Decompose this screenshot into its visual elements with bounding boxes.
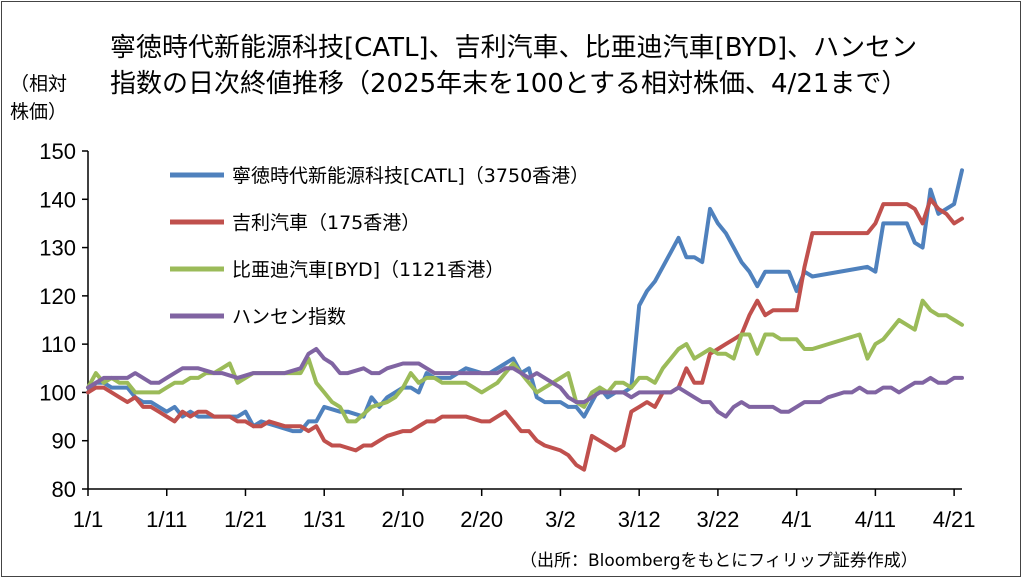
y-tick-label: 150 — [39, 139, 76, 164]
x-tick-label: 2/10 — [382, 507, 425, 532]
legend: 寧徳時代新能源科技[CATL]（3750香港） 吉利汽車（175香港） 比亜迪汽車[… — [170, 165, 589, 328]
y-tick-label: 140 — [39, 187, 76, 212]
x-tick-label: 1/1 — [73, 507, 104, 532]
x-tick-label: 4/21 — [933, 507, 976, 532]
x-tick-label: 3/22 — [696, 507, 739, 532]
axes: 80 90 100 110 120 130 140 150 1/1 1/11 1/21 1/31 2/1… — [39, 139, 975, 532]
x-tick-label: 1/31 — [303, 507, 346, 532]
y-tick-label: 90 — [52, 429, 76, 454]
x-tick-label: 4/1 — [781, 507, 812, 532]
x-tick-label: 1/11 — [146, 507, 187, 532]
series-line-1 — [86, 197, 964, 472]
y-tick-label: 100 — [39, 380, 76, 405]
legend-label-0: 寧徳時代新能源科技[CATL]（3750香港） — [232, 165, 589, 187]
y-axis-unit-label: （相対 株価） — [10, 73, 68, 123]
chart-title: 寧徳時代新能源科技[CATL]、吉利汽車、比亜迪汽車[BYD]、ハンセン 指数の… — [110, 33, 918, 99]
legend-label-2: 比亜迪汽車[BYD]（1121香港） — [232, 259, 504, 281]
x-tick-label: 2/20 — [460, 507, 503, 532]
series-line-3 — [86, 347, 964, 419]
y-tick-label: 110 — [41, 332, 76, 357]
x-tick-label: 3/2 — [545, 507, 576, 532]
series-line-0 — [86, 168, 964, 434]
series-line-2 — [86, 298, 964, 424]
x-tick-label: 4/11 — [855, 507, 896, 532]
legend-label-1: 吉利汽車（175香港） — [232, 212, 420, 234]
x-tick-label: 3/12 — [618, 507, 661, 532]
y-tick-label: 130 — [39, 236, 76, 261]
series-lines — [86, 168, 964, 472]
y-tick-label: 120 — [39, 284, 76, 309]
source-note: （出所：Bloombergをもとにフィリップ証券作成） — [520, 551, 918, 571]
x-tick-label: 1/21 — [224, 507, 267, 532]
y-tick-label: 80 — [52, 477, 76, 502]
legend-label-3: ハンセン指数 — [232, 306, 346, 328]
